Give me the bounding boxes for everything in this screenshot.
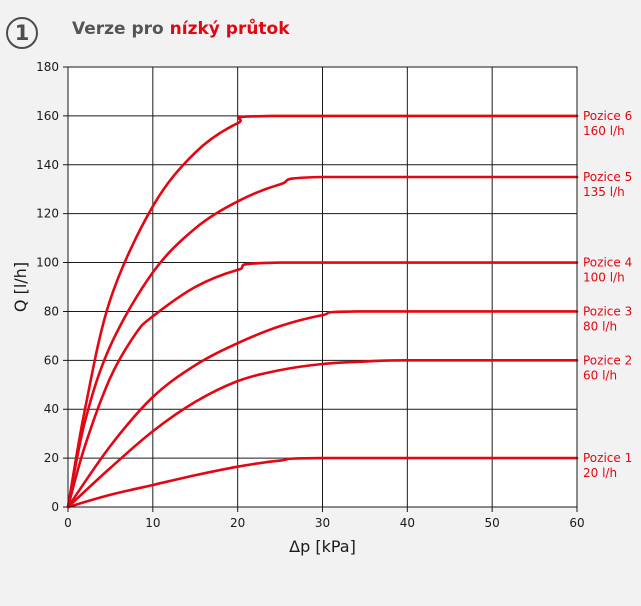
series-name-label: Pozice 2	[583, 353, 632, 367]
y-tick-label: 80	[44, 304, 59, 318]
x-tick-label: 20	[230, 516, 245, 530]
series-name-label: Pozice 4	[583, 256, 632, 270]
series-line	[66, 359, 579, 509]
y-tick-label: 160	[36, 109, 59, 123]
series-name-label: Pozice 5	[583, 170, 632, 184]
x-tick-label: 40	[400, 516, 415, 530]
plot-frame	[67, 66, 578, 508]
series-line	[66, 456, 579, 509]
series-line	[66, 114, 579, 509]
series-value-label: 80 l/h	[583, 319, 617, 333]
chart-title-accent: nízký průtok	[169, 19, 290, 39]
series-line	[66, 261, 579, 509]
y-tick-label: 60	[44, 353, 59, 367]
x-tick-label: 60	[569, 516, 584, 530]
series-value-label: 100 l/h	[583, 271, 625, 285]
step-number-badge: 1	[6, 17, 38, 49]
y-tick-label: 140	[36, 158, 59, 172]
y-tick-label: 0	[51, 500, 59, 514]
chart-title-prefix: Verze pro	[72, 19, 170, 39]
series-line	[66, 310, 579, 509]
x-axis-title: Δp [kPa]	[289, 537, 356, 556]
series-value-label: 20 l/h	[583, 466, 617, 480]
y-tick-label: 20	[44, 451, 59, 465]
y-tick-label: 120	[36, 207, 59, 221]
x-tick-label: 0	[64, 516, 72, 530]
x-tick-label: 30	[315, 516, 330, 530]
y-tick-label: 100	[36, 256, 59, 270]
y-tick-label: 180	[36, 60, 59, 74]
series-name-label: Pozice 1	[583, 451, 632, 465]
x-tick-label: 50	[485, 516, 500, 530]
chart-title: Verze pro nízký průtok	[72, 19, 290, 39]
series-value-label: 135 l/h	[583, 185, 625, 199]
x-tick-label: 10	[145, 516, 160, 530]
series-value-label: 160 l/h	[583, 124, 625, 138]
series-value-label: 60 l/h	[583, 368, 617, 382]
y-axis-title: Q [l/h]	[11, 262, 30, 312]
series-name-label: Pozice 6	[583, 109, 632, 123]
y-tick-label: 40	[44, 402, 59, 416]
series-name-label: Pozice 3	[583, 304, 632, 318]
series-line	[66, 175, 579, 509]
